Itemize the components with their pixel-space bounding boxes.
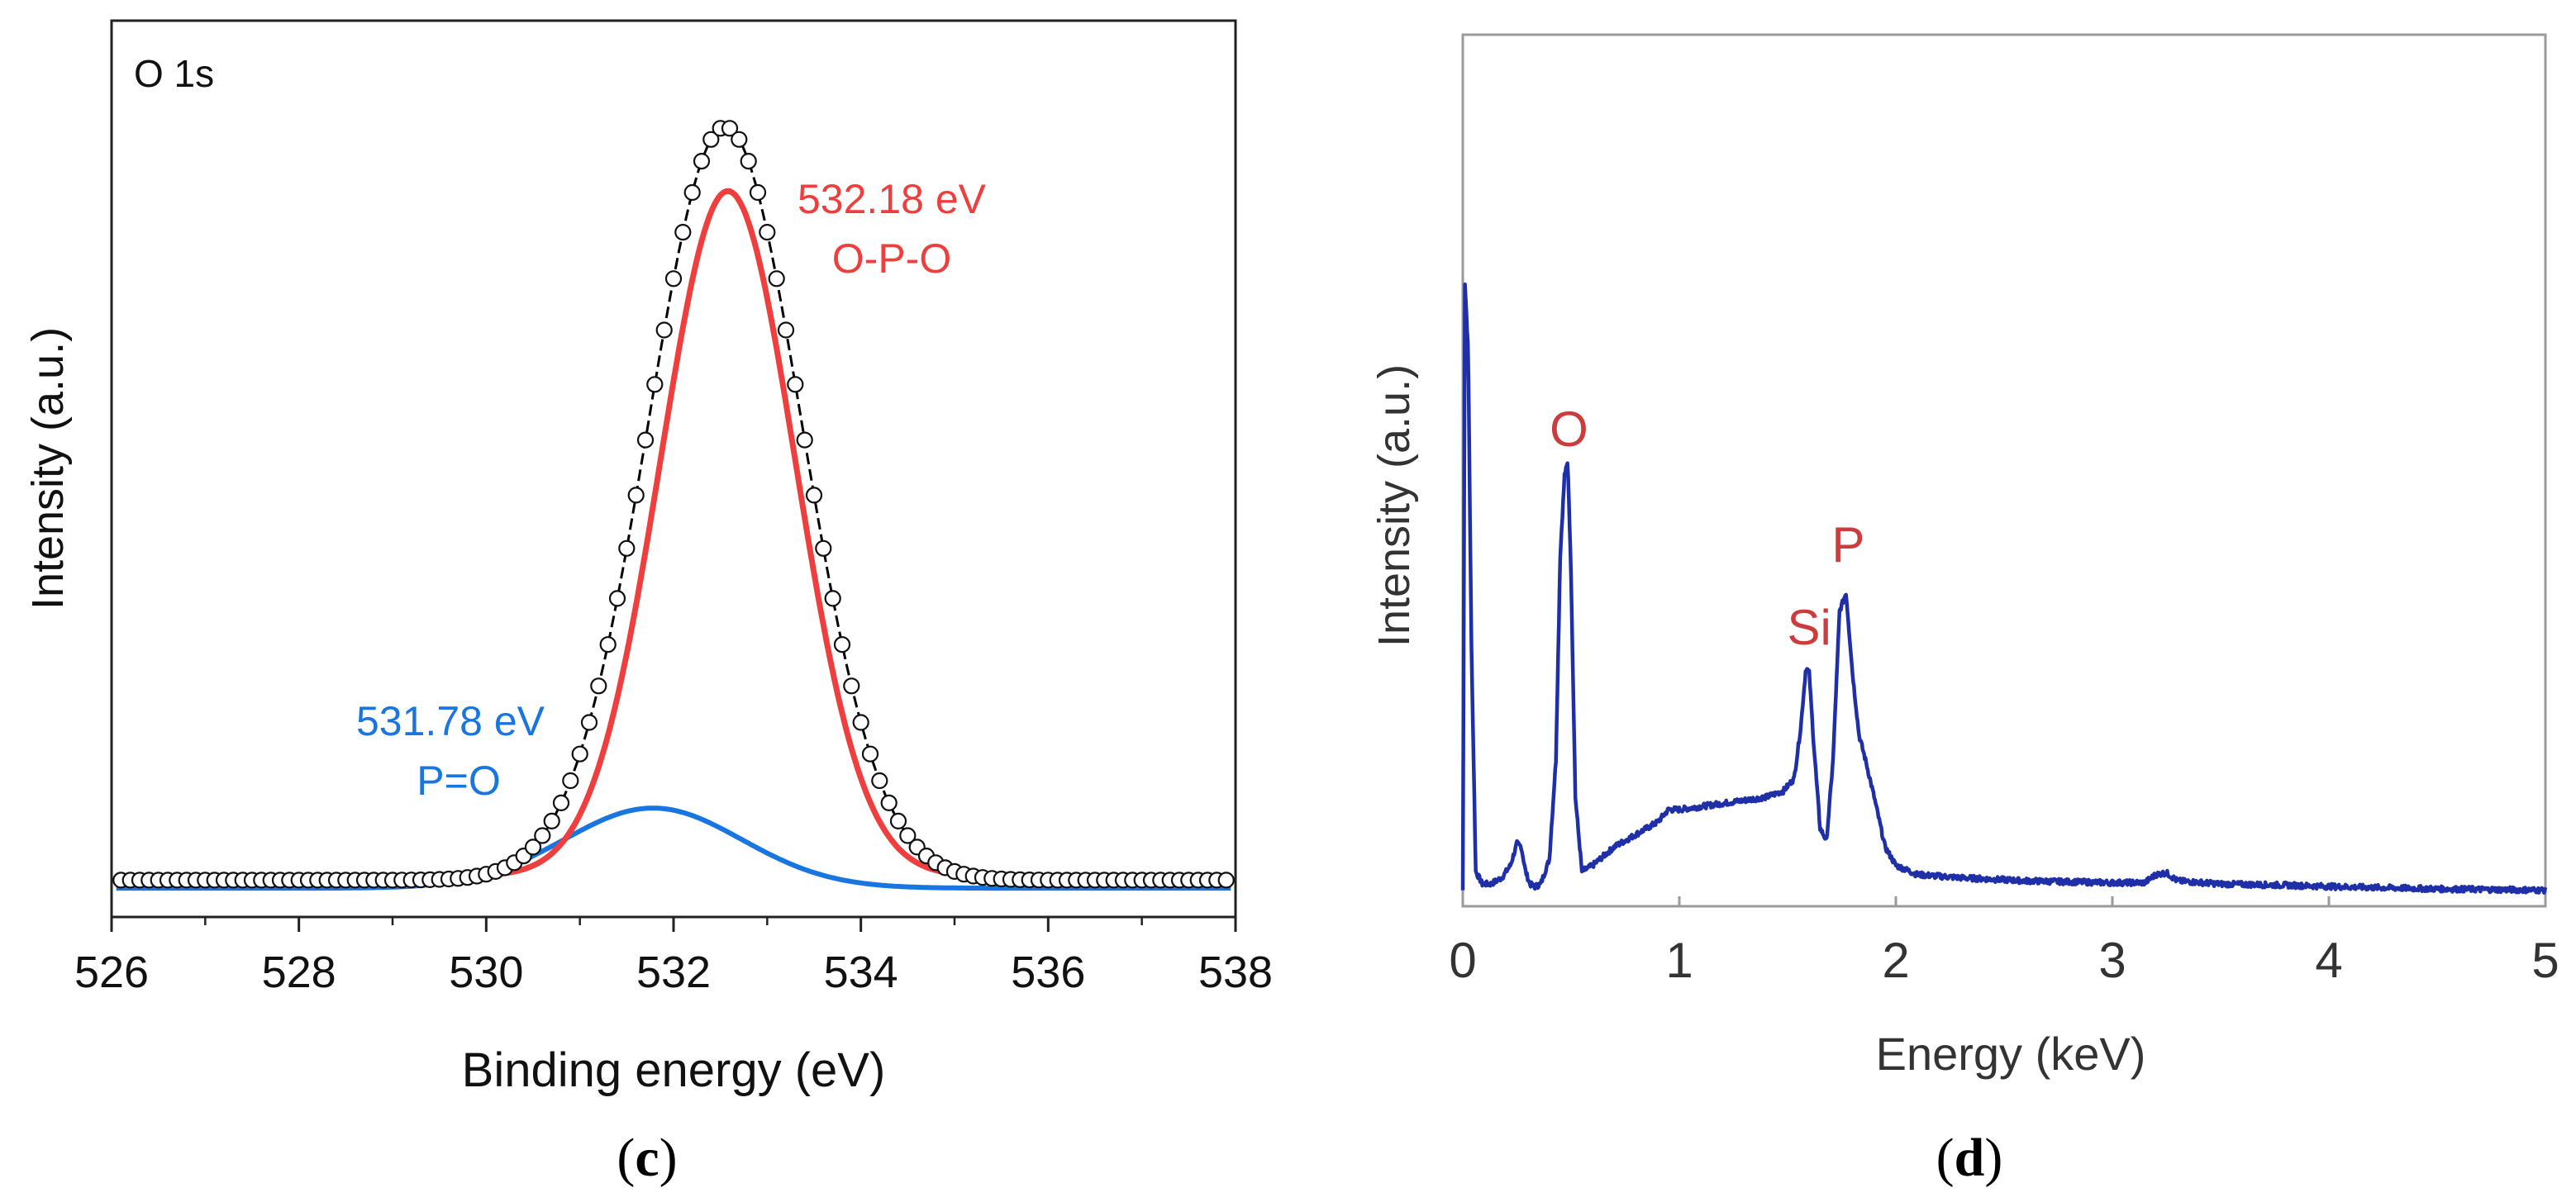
- panel-c-data-point: [636, 431, 655, 449]
- panel-d-y-axis-label: Intensity (a.u.): [1369, 364, 1419, 647]
- panel-c-data-point: [655, 321, 673, 339]
- panel-c-data-point: [833, 636, 851, 653]
- panel-c-data-point: [674, 224, 692, 241]
- panel-c-annotation-po-label: P=O: [417, 758, 500, 804]
- panel-d-x-tick-label: 5: [2531, 933, 2559, 988]
- panel-d-x-axis: 0 1 2 3 4 5: [1449, 896, 2559, 988]
- panel-c-annotation-opo-label: O-P-O: [832, 235, 951, 282]
- panel-c-data-point: [571, 745, 588, 763]
- panel-c-data-point: [871, 772, 888, 790]
- panel-c-data-point: [796, 431, 813, 449]
- panel-d-annotation-si: Si: [1788, 600, 1831, 655]
- panel-c-data-point: [590, 677, 607, 695]
- panel-d-eds-chart: 0 1 2 3 4 5 O SiP Intensity (a.u.) Energy (keV…: [1369, 33, 2559, 1188]
- panel-c-annotation-opo-energy: 532.18 eV: [798, 176, 987, 222]
- panel-d-x-tick-label: 2: [1882, 933, 1909, 988]
- panel-d-x-tick-label: 0: [1449, 933, 1476, 988]
- panel-c-data-point: [599, 636, 617, 653]
- panel-c-data-point: [608, 590, 626, 607]
- panel-c-data-point: [815, 539, 832, 557]
- panel-c-data-point: [580, 714, 598, 731]
- panel-c-data-point: [683, 183, 701, 202]
- panel-c-data-point: [787, 376, 804, 393]
- panel-c-data-point: [805, 487, 823, 504]
- panel-c-plot-frame: [110, 19, 1237, 919]
- panel-c-data-point: [740, 153, 757, 170]
- panel-c-data-point: [627, 487, 645, 504]
- panel-c-data-point: [702, 131, 720, 148]
- panel-c-xps-chart: O 1s 526 528 530 532 534 536 538 532.18 eV O-P…: [23, 19, 1273, 1188]
- panel-c-data-point: [646, 376, 664, 393]
- panel-c-data-point: [759, 224, 776, 241]
- panel-c-x-tick-label: 530: [449, 948, 523, 997]
- panel-c-x-tick-label: 538: [1198, 948, 1273, 997]
- panel-c-series-layer: [112, 120, 1235, 891]
- panel-d-label: (d): [1936, 1128, 2003, 1188]
- panel-c-data-point: [899, 827, 917, 844]
- panel-c-data-point: [889, 812, 907, 830]
- panel-c-series-po-curve: [116, 805, 1231, 891]
- panel-c-data-point: [731, 131, 748, 148]
- panel-c-x-tick-label: 532: [636, 948, 711, 997]
- panel-c-data-point: [693, 153, 711, 170]
- panel-c-x-tick-label: 528: [262, 948, 336, 997]
- panel-c-data-point: [852, 714, 869, 731]
- panel-d-x-axis-label: Energy (keV): [1876, 1028, 2146, 1080]
- panel-c-data-point: [721, 120, 739, 137]
- panel-c-x-axis-label: Binding energy (eV): [462, 1043, 886, 1097]
- panel-c-data-point: [768, 270, 785, 287]
- panel-c-data-point: [861, 745, 879, 763]
- panel-d-annotation-p: P: [1831, 517, 1864, 572]
- panel-d-x-tick-label: 3: [2098, 933, 2126, 988]
- panel-c-data-point: [562, 772, 579, 790]
- panel-c-label: (c): [617, 1128, 677, 1188]
- panel-c-data-point: [777, 321, 795, 339]
- panel-c-data-point: [524, 839, 542, 856]
- panel-c-data-point: [843, 677, 860, 695]
- panel-c-x-tick-label: 526: [74, 948, 149, 997]
- panel-d-annotation-o: O: [1550, 401, 1588, 457]
- panel-d-series-layer: [1460, 282, 2548, 895]
- panel-c-data-point: [824, 590, 841, 607]
- panel-c-data-point: [749, 183, 767, 202]
- panel-c-data-point: [880, 794, 898, 812]
- panel-c-y-axis-label: Intensity (a.u.): [23, 327, 73, 610]
- panel-c-data-point: [552, 794, 570, 812]
- panel-d-x-tick-label: 1: [1665, 933, 1693, 988]
- panel-d-plot-frame: [1461, 33, 2547, 908]
- panel-c-data-point: [534, 827, 551, 844]
- panel-d-label-letter: d: [1955, 1128, 1985, 1188]
- panel-c-x-tick-label: 534: [824, 948, 898, 997]
- panel-c-annotation-po-energy: 531.78 eV: [356, 698, 545, 744]
- panel-c-label-letter: c: [635, 1128, 659, 1188]
- panel-c-data-point: [664, 270, 683, 287]
- panel-c-x-tick-label: 536: [1011, 948, 1085, 997]
- panel-d-annotation-layer: O SiP: [1550, 401, 1864, 655]
- panel-d-x-tick-label: 4: [2315, 933, 2342, 988]
- panel-c-x-axis: 526 528 530 532 534 536 538: [74, 917, 1273, 997]
- panel-c-data-point: [1217, 872, 1235, 889]
- panel-c-data-point: [543, 812, 560, 830]
- panel-c-title: O 1s: [134, 52, 214, 95]
- panel-d-series-eds-line: [1460, 282, 2548, 895]
- panel-c-data-point: [618, 539, 636, 557]
